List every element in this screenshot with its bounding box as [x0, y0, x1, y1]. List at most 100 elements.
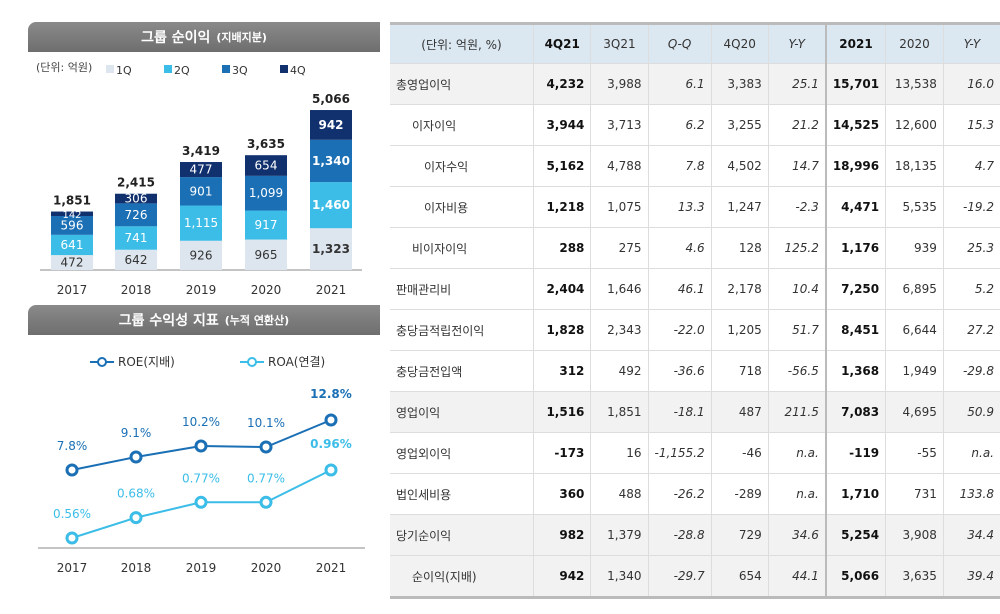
bar-value-label: 942: [318, 118, 343, 132]
table-row: 당기순이익 982 1,379 -28.8 729 34.6 5,254 3,908 34.4: [390, 514, 1000, 556]
table-cell: 939: [885, 227, 944, 269]
table-cell: 1,368: [824, 350, 886, 392]
bar-total-label: 5,066: [312, 92, 350, 106]
bar-segment: [115, 249, 157, 270]
header-row: (단위: 억원, %) 4Q21 3Q21 Q-Q 4Q20 Y-Y 2021 2020 Y-Y: [390, 23, 1000, 64]
row-label: 영업외이익: [390, 432, 534, 474]
table-cell: -173: [533, 432, 591, 474]
bar-value-label: 306: [125, 192, 148, 206]
bar-segment: [245, 210, 287, 240]
bar-segment: [51, 216, 93, 235]
table-cell: 8,451: [824, 309, 886, 351]
table-cell: 18,135: [885, 145, 944, 187]
bar-segment: [115, 203, 157, 227]
table-cell: 18,996: [824, 145, 886, 187]
table-cell: 4,471: [824, 186, 886, 228]
table-row: 총영업이익 4,232 3,988 6.1 3,383 25.1 15,701 13,538 1…: [390, 63, 1000, 105]
legend-marker: [97, 357, 107, 367]
column-header: 2020: [885, 23, 944, 64]
data-point: [65, 531, 79, 545]
line-chart-title: 그룹 수익성 지표 (누적 연환산): [28, 305, 380, 335]
x-tick-label: 2020: [251, 561, 282, 575]
table-cell: -18.1: [647, 391, 712, 433]
data-label: 9.1%: [121, 426, 152, 440]
table-cell: -29.8: [942, 350, 1000, 392]
bar-value-label: 926: [190, 248, 213, 262]
bar-value-label: 901: [190, 184, 213, 198]
table-cell: 5,066: [824, 555, 886, 598]
table-cell: -1,155.2: [647, 432, 712, 474]
table-cell: 2,178: [710, 268, 769, 310]
table-cell: 5,535: [885, 186, 944, 228]
table-cell: 13.3: [647, 186, 712, 228]
table-cell: 1,340: [590, 555, 648, 598]
data-point: [259, 440, 273, 454]
table-cell: -2.3: [767, 186, 826, 228]
data-point: [194, 439, 208, 453]
x-tick-label: 2017: [57, 561, 88, 575]
bar-segment: [310, 139, 352, 183]
bar-segment: [310, 182, 352, 229]
x-tick-label: 2018: [121, 561, 152, 575]
table-cell: 492: [590, 350, 648, 392]
table-cell: 729: [710, 514, 769, 556]
table-cell: 3,383: [710, 63, 769, 105]
table-cell: 4,502: [710, 145, 769, 187]
data-label: 10.1%: [247, 416, 285, 430]
data-label: 0.96%: [310, 437, 352, 451]
data-label: 0.56%: [53, 507, 91, 521]
table-cell: 1,516: [533, 391, 591, 433]
table-cell: 14,525: [824, 104, 886, 146]
table-cell: 487: [710, 391, 769, 433]
table-cell: 25.3: [942, 227, 1000, 269]
column-header: 2021: [824, 23, 886, 64]
table-row: 충당금전입액 312 492 -36.6 718 -56.5 1,368 1,949 -29.8: [390, 350, 1000, 392]
bar-segment: [180, 205, 222, 241]
table-cell: 1,379: [590, 514, 648, 556]
x-tick-label: 2021: [316, 561, 347, 575]
table-cell: 3,908: [885, 514, 944, 556]
bar-value-label: 1,340: [312, 154, 350, 168]
row-label: 충당금전입액: [390, 350, 534, 392]
table-cell: 211.5: [767, 391, 826, 433]
table-cell: 654: [710, 555, 769, 598]
table-cell: 13,538: [885, 63, 944, 105]
table-cell: -56.5: [767, 350, 826, 392]
table-cell: 4,695: [885, 391, 944, 433]
table-cell: 128: [710, 227, 769, 269]
data-point: [129, 511, 143, 525]
row-label: 영업이익: [390, 391, 534, 433]
table-cell: 10.4: [767, 268, 826, 310]
table-cell: -28.8: [647, 514, 712, 556]
column-header: 3Q21: [590, 23, 648, 64]
unit-label: (단위: 억원): [36, 61, 92, 74]
table-cell: 1,851: [590, 391, 648, 433]
table-cell: 51.7: [767, 309, 826, 351]
table-cell: 133.8: [942, 473, 1000, 515]
table-cell: 6.2: [647, 104, 712, 146]
column-header: Y-Y: [767, 23, 826, 64]
row-label: 판매관리비: [390, 268, 534, 310]
table-cell: 3,255: [710, 104, 769, 146]
table-cell: 275: [590, 227, 648, 269]
table-cell: 3,713: [590, 104, 648, 146]
table-cell: 360: [533, 473, 591, 515]
bar-value-label: 142: [62, 210, 81, 221]
legend-label: ROE(지배): [118, 355, 175, 369]
table-cell: 1,176: [824, 227, 886, 269]
table-cell: 16.0: [942, 63, 1000, 105]
table-cell: 25.1: [767, 63, 826, 105]
table-cell: 1,710: [824, 473, 886, 515]
bar-value-label: 1,323: [312, 242, 350, 256]
row-label: 이자비용: [390, 186, 534, 228]
table-cell: 288: [533, 227, 591, 269]
bar-total-label: 3,635: [247, 137, 285, 151]
data-point: [259, 495, 273, 509]
row-label: 비이자이익: [390, 227, 534, 269]
table-cell: -22.0: [647, 309, 712, 351]
table-row: 판매관리비 2,404 1,646 46.1 2,178 10.4 7,250 6,895 5.…: [390, 268, 1000, 310]
legend-label: 1Q: [116, 64, 132, 77]
table-row: 이자수익 5,162 4,788 7.8 4,502 14.7 18,996 18,135 4.…: [390, 145, 1000, 187]
bar-value-label: 1,460: [312, 198, 350, 212]
column-header: (단위: 억원, %): [390, 23, 534, 64]
